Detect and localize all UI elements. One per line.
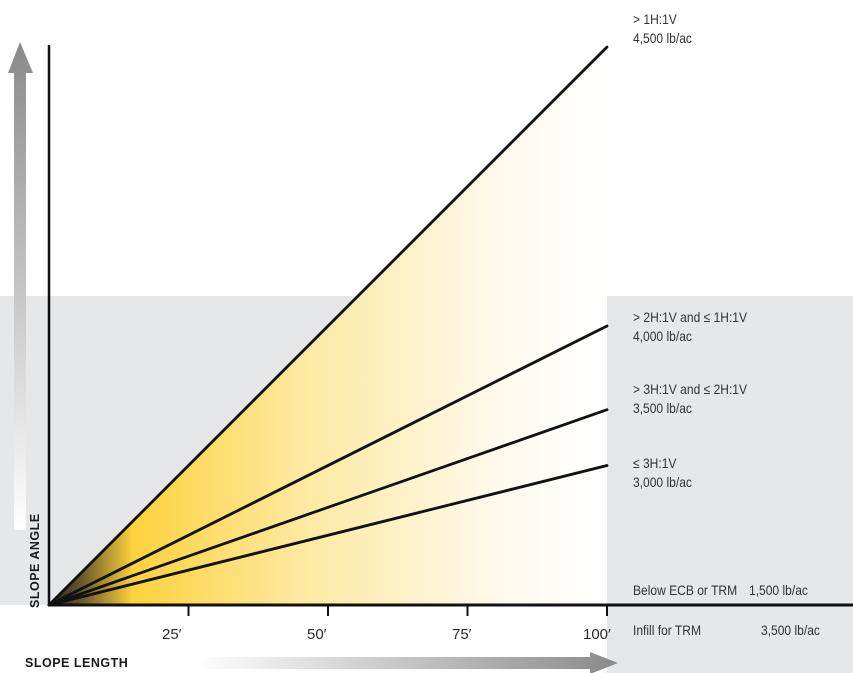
y-axis-title: SLOPE ANGLE: [28, 513, 42, 608]
x-tick-label-25: 25′: [162, 626, 182, 643]
legend-row-1-value: 1,500 lb/ac: [749, 582, 808, 598]
series-label-4-rate: 3,000 lb/ac: [633, 474, 692, 490]
x-tick-label-50: 50′: [307, 626, 327, 643]
legend-row-1-label: Below ECB or TRM: [633, 582, 738, 598]
legend-row-2-label: Infill for TRM: [633, 622, 702, 638]
series-line-2: [47, 324, 609, 607]
series-label-1-name: > 1H:1V: [633, 11, 677, 27]
series-label-2-rate: 4,000 lb/ac: [633, 328, 692, 344]
axis-arrows-layer: [8, 42, 618, 673]
legend-row-2-value: 3,500 lb/ac: [761, 622, 820, 638]
y-axis-arrow: [8, 42, 33, 530]
series-label-4-name: ≤ 3H:1V: [633, 455, 677, 471]
x-tick-label-75: 75′: [452, 626, 472, 643]
series-label-1-rate: 4,500 lb/ac: [633, 30, 692, 46]
x-axis-arrow: [195, 652, 618, 673]
series-line-3: [47, 408, 609, 607]
gray-panel-legend: [607, 605, 853, 673]
x-tick-label-100: 100′: [583, 626, 611, 643]
series-lines-layer: [47, 45, 609, 607]
series-line-4: [47, 464, 609, 607]
series-label-3-name: > 3H:1V and ≤ 2H:1V: [633, 381, 748, 397]
x-axis-title: SLOPE LENGTH: [25, 656, 129, 670]
axes-layer: [47, 45, 853, 616]
series-label-2-name: > 2H:1V and ≤ 1H:1V: [633, 309, 748, 325]
series-label-3-rate: 3,500 lb/ac: [633, 400, 692, 416]
series-line-1: [47, 45, 609, 607]
